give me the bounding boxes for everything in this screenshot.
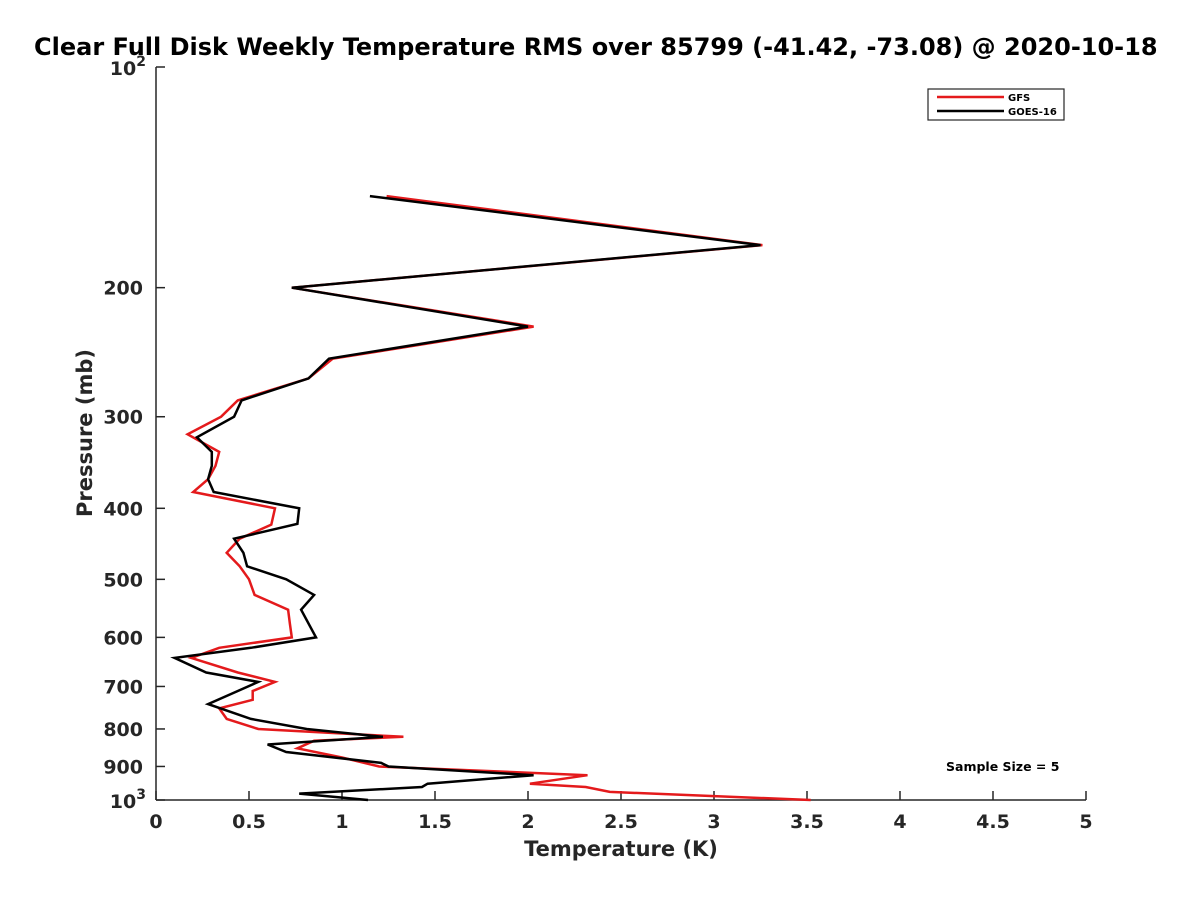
legend: GFS GOES-16 bbox=[927, 88, 1065, 121]
x-tick-label: 2.5 bbox=[604, 811, 638, 833]
y-tick-label: 103 bbox=[110, 787, 146, 813]
series-lines bbox=[170, 194, 811, 802]
x-tick-label: 2 bbox=[521, 811, 534, 833]
chart-title: Clear Full Disk Weekly Temperature RMS o… bbox=[34, 33, 1158, 61]
y-tick-label: 500 bbox=[103, 569, 143, 591]
x-tick-label: 4.5 bbox=[976, 811, 1010, 833]
x-tick-label: 5 bbox=[1079, 811, 1092, 833]
x-axis-label: Temperature (K) bbox=[524, 837, 718, 861]
x-tick-label: 4 bbox=[893, 811, 906, 833]
x-tick-label: 0 bbox=[149, 811, 162, 833]
x-tick-label: 3.5 bbox=[790, 811, 824, 833]
series-line-goes16 bbox=[170, 194, 761, 802]
sample-size-note: Sample Size = 5 bbox=[946, 759, 1059, 774]
y-tick-label: 900 bbox=[103, 756, 143, 778]
y-tick-label: 102 bbox=[110, 54, 146, 80]
legend-box bbox=[927, 88, 1065, 121]
y-tick-label: 300 bbox=[103, 407, 143, 429]
x-tick-label: 3 bbox=[707, 811, 720, 833]
x-tick-label: 0.5 bbox=[232, 811, 266, 833]
y-tick-label: 600 bbox=[103, 627, 143, 649]
y-tick-label: 700 bbox=[103, 676, 143, 698]
y-ticks: 102 200 300 400 500 600 700 800 900 103 bbox=[103, 54, 165, 813]
y-tick-label: 200 bbox=[103, 278, 143, 300]
axes-box bbox=[155, 67, 1086, 801]
x-tick-label: 1 bbox=[335, 811, 348, 833]
legend-label-gfs: GFS bbox=[1008, 93, 1030, 104]
y-axis-label: Pressure (mb) bbox=[73, 349, 97, 517]
legend-label-goes16: GOES-16 bbox=[1008, 107, 1057, 118]
y-tick-label: 800 bbox=[103, 719, 143, 741]
x-ticks: 0 0.5 1 1.5 2 2.5 3 3.5 4 4.5 5 bbox=[149, 791, 1093, 833]
y-tick-label: 400 bbox=[103, 498, 143, 520]
series-line-gfs bbox=[184, 194, 811, 802]
x-tick-label: 1.5 bbox=[418, 811, 452, 833]
